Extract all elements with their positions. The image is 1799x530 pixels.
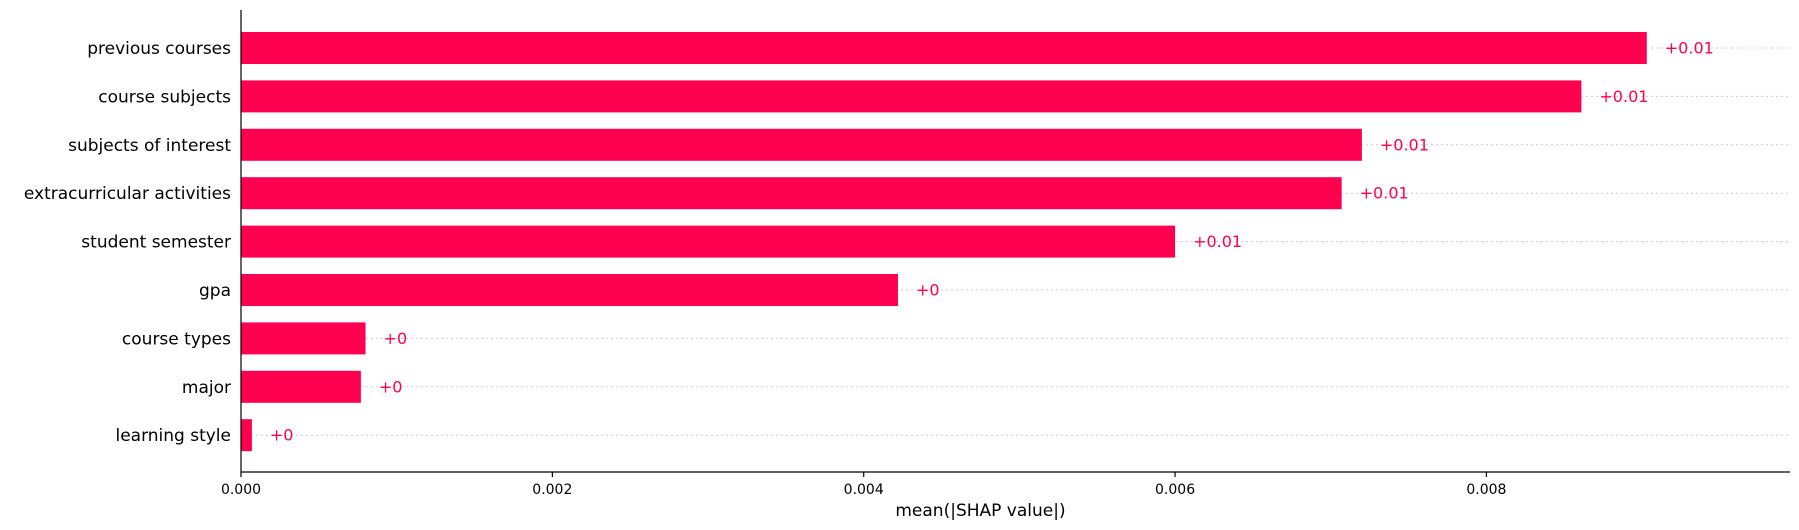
category-label: previous courses bbox=[87, 39, 231, 59]
bar bbox=[241, 322, 366, 355]
bar bbox=[241, 177, 1342, 210]
category-label: student semester bbox=[81, 233, 231, 253]
bar bbox=[241, 419, 252, 452]
bar-value-label: +0.01 bbox=[1193, 232, 1242, 251]
category-label: gpa bbox=[199, 281, 231, 301]
bar bbox=[241, 274, 898, 306]
bar bbox=[241, 128, 1362, 161]
bar bbox=[241, 32, 1647, 64]
bar bbox=[241, 370, 361, 403]
x-tick-label: 0.002 bbox=[532, 482, 572, 498]
category-label: subjects of interest bbox=[68, 136, 231, 156]
bar-value-label: +0.01 bbox=[1599, 87, 1648, 106]
x-tick-label: 0.004 bbox=[844, 482, 884, 498]
category-label: learning style bbox=[115, 426, 231, 446]
bar-value-label: +0 bbox=[916, 281, 940, 300]
bar bbox=[241, 225, 1176, 258]
bar bbox=[241, 80, 1582, 113]
bar-value-label: +0.01 bbox=[1360, 184, 1409, 203]
x-tick-label: 0.006 bbox=[1155, 482, 1195, 498]
category-labels: previous courses course subjects subjects … bbox=[24, 39, 231, 446]
category-label: course subjects bbox=[98, 87, 231, 107]
bars bbox=[241, 32, 1647, 452]
bar-value-label: +0.01 bbox=[1665, 39, 1714, 58]
x-tick-label: 0.000 bbox=[221, 482, 261, 498]
bar-value-label: +0 bbox=[379, 377, 403, 396]
value-labels: +0.01 +0.01 +0.01 +0.01 +0.01 +0 +0 +0 +0 bbox=[270, 39, 1714, 445]
x-tick-label: 0.008 bbox=[1466, 482, 1506, 498]
bar-value-label: +0 bbox=[384, 329, 408, 348]
x-ticks: 0.000 0.002 0.004 0.006 0.008 bbox=[221, 472, 1506, 498]
category-label: course types bbox=[122, 329, 231, 349]
category-label: extracurricular activities bbox=[24, 184, 231, 204]
x-axis-title: mean(|SHAP value|) bbox=[895, 501, 1065, 521]
bar-value-label: +0.01 bbox=[1380, 135, 1429, 154]
category-label: major bbox=[182, 378, 231, 398]
bar-value-label: +0 bbox=[270, 426, 294, 445]
axes bbox=[240, 10, 1790, 473]
